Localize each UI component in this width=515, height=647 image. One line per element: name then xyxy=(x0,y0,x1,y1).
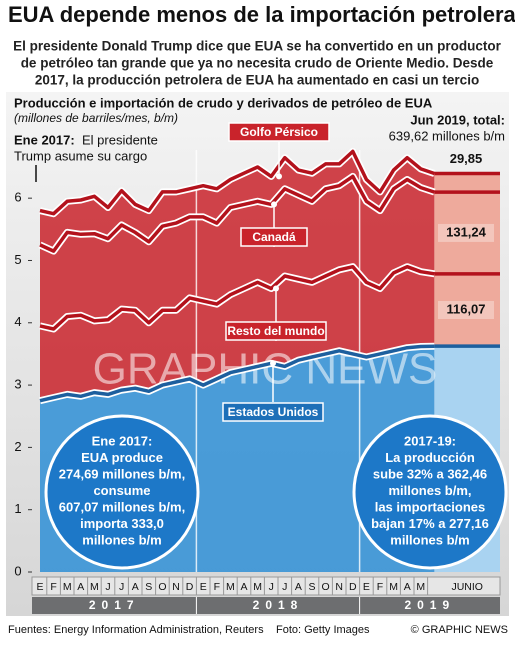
legend-box xyxy=(228,122,330,142)
x-tick-label: E xyxy=(363,581,370,593)
pointer-dot xyxy=(270,360,276,367)
circle-text: consume xyxy=(93,483,150,498)
x-tick-label: A xyxy=(77,581,84,593)
value-label: 116,07 xyxy=(446,301,485,316)
x-tick-label: J xyxy=(119,581,124,593)
annotation: El presidente xyxy=(82,132,158,147)
pointer-dot xyxy=(276,173,282,180)
info-circle xyxy=(44,414,200,570)
legend-label: Estados Unidos xyxy=(228,405,319,419)
legend-label: Resto del mundo xyxy=(227,324,324,338)
circle-text: Ene 2017: xyxy=(92,433,153,448)
circle-text: millones b/m xyxy=(390,532,469,547)
x-tick-label: S xyxy=(308,581,315,593)
annotation: Ene 2017: xyxy=(14,132,75,147)
legend-box xyxy=(225,321,327,341)
area-fill xyxy=(40,151,435,252)
x-tick-label: O xyxy=(158,581,166,593)
highlight-column xyxy=(434,173,500,193)
x-tick-label: M xyxy=(253,581,262,593)
circle-text: 274,69 millones b/m, xyxy=(59,466,185,481)
x-tick-label: J xyxy=(105,581,110,593)
legend-box xyxy=(222,402,324,422)
circle-text: EUA produce xyxy=(81,450,163,465)
value-label-bg xyxy=(438,223,494,242)
x-tick-label: N xyxy=(172,581,180,593)
footer-photo: Foto: Getty Images xyxy=(276,624,370,636)
circle-text: las importaciones xyxy=(375,499,486,514)
x-tick-label: M xyxy=(90,581,99,593)
circle-text: sube 32% a 362,46 xyxy=(373,466,487,481)
value-label: 29,85 xyxy=(450,151,483,166)
subtitle: de petróleo tan grande que ya no necesit… xyxy=(21,56,494,71)
x-tick-label: A xyxy=(240,581,247,593)
subtitle: El presidente Donald Trump dice que EUA … xyxy=(13,39,502,54)
year-label: 2017 xyxy=(89,598,140,612)
value-label: 131,24 xyxy=(446,224,487,239)
value-label-bg xyxy=(438,301,494,320)
legend-box xyxy=(240,227,308,247)
footer-credit: © GRAPHIC NEWS xyxy=(411,624,508,636)
series-line xyxy=(39,264,435,331)
year-label: 2018 xyxy=(253,598,304,612)
x-tick-label: A xyxy=(132,581,139,593)
area-fill xyxy=(40,176,435,330)
x-tick-label: J xyxy=(269,581,274,593)
x-tick-label: O xyxy=(322,581,330,593)
x-tick-label: M xyxy=(389,581,398,593)
y-tick-label: 0 xyxy=(14,563,21,578)
x-tick-label: M xyxy=(63,581,72,593)
circle-text: importa 333,0 xyxy=(80,516,164,531)
y-tick-label: 1 xyxy=(14,501,21,516)
x-tick-label: J xyxy=(282,581,287,593)
x-tick-label: M xyxy=(226,581,235,593)
circle-text: millones b/m xyxy=(82,532,161,547)
x-tick-label: D xyxy=(349,581,357,593)
y-tick-label: 4 xyxy=(14,314,21,329)
y-tick-label: 2 xyxy=(14,439,21,454)
info-circle xyxy=(352,414,508,570)
y-tick-label: 3 xyxy=(14,377,21,392)
y-axis-label: (millones de barriles/mes, b/m) xyxy=(14,111,178,125)
x-tick-label: F xyxy=(214,581,220,593)
year-label: 2019 xyxy=(404,598,455,612)
x-tick-label: F xyxy=(50,581,56,593)
footer-source: Fuentes: Energy Information Administrati… xyxy=(8,624,264,636)
subtitle: 2017, la producción petrolera de EUA ha … xyxy=(35,73,479,88)
annotation: Trump asume su cargo xyxy=(14,148,147,163)
year-band xyxy=(32,597,500,614)
annotation: 639,62 millones b/m xyxy=(389,128,505,143)
x-tick-label: D xyxy=(186,581,194,593)
x-tick-label: N xyxy=(335,581,343,593)
x-tick-label: A xyxy=(404,581,411,593)
x-tick-label: F xyxy=(377,581,383,593)
x-tick-label: A xyxy=(295,581,302,593)
x-tick-label: E xyxy=(200,581,207,593)
legend-label: Canadá xyxy=(252,230,296,244)
legend-label: Golfo Pérsico xyxy=(240,125,318,139)
annotation: Jun 2019, total: xyxy=(410,112,505,127)
x-tick-label: S xyxy=(145,581,152,593)
circle-text: millones b/m, xyxy=(388,483,471,498)
circle-text: La producción xyxy=(385,450,475,465)
month-band xyxy=(31,576,501,596)
chart-title: Producción e importación de crudo y deri… xyxy=(14,95,433,110)
y-tick-label: 6 xyxy=(14,190,21,205)
y-tick-label: 5 xyxy=(14,252,21,267)
circle-text: bajan 17% a 277,16 xyxy=(371,516,489,531)
x-tick-label: E xyxy=(36,581,43,593)
pointer-dot xyxy=(271,201,277,208)
title: EUA depende menos de la importación petr… xyxy=(8,2,515,27)
circle-text: 2017-19: xyxy=(404,433,456,448)
x-tick-label: JUNIO xyxy=(451,581,483,593)
series-line xyxy=(39,149,435,216)
series-line xyxy=(39,174,435,253)
pointer-dot xyxy=(273,285,279,292)
circle-text: 607,07 millones b/m, xyxy=(59,499,185,514)
series-line xyxy=(39,344,435,403)
x-tick-label: M xyxy=(416,581,425,593)
